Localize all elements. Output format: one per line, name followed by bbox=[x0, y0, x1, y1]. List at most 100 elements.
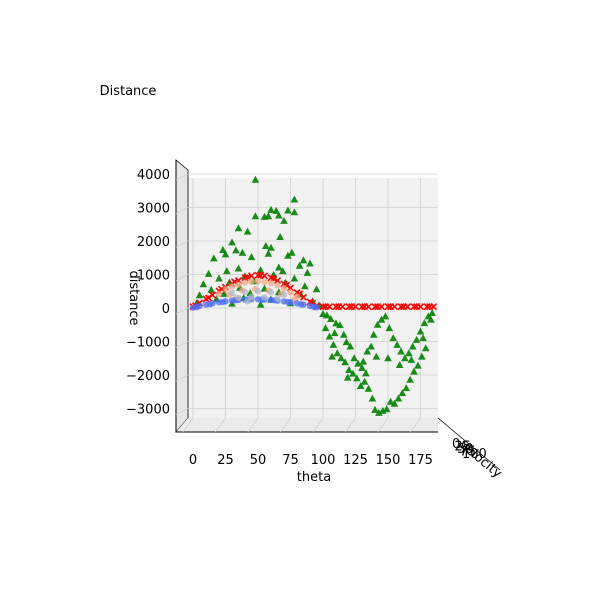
x-floor-gridline bbox=[280, 417, 291, 433]
data-point-triangle bbox=[407, 355, 416, 363]
x-axis-label: theta bbox=[297, 470, 331, 485]
data-point-x bbox=[247, 272, 256, 280]
data-point-triangle bbox=[204, 269, 213, 277]
data-point-triangle bbox=[371, 405, 379, 413]
data-point-triangle bbox=[332, 319, 340, 327]
data-point-x bbox=[358, 303, 366, 311]
data-point-triangle bbox=[414, 361, 422, 369]
data-point-circle bbox=[280, 285, 288, 292]
z-side-gridline bbox=[175, 374, 189, 382]
x-stroke bbox=[299, 293, 308, 301]
data-point-circle bbox=[267, 289, 275, 296]
data-point-x bbox=[410, 303, 418, 311]
x-stroke bbox=[322, 303, 330, 311]
data-point-x bbox=[426, 303, 434, 311]
data-point-triangle bbox=[349, 369, 357, 377]
data-point-triangle bbox=[228, 238, 236, 246]
data-point-triangle bbox=[288, 248, 296, 256]
data-point-triangle bbox=[350, 354, 358, 362]
data-point-triangle bbox=[312, 285, 321, 293]
data-point-triangle bbox=[359, 357, 368, 365]
data-point-triangle bbox=[290, 208, 299, 216]
data-point-triangle bbox=[368, 394, 377, 402]
data-point-triangle bbox=[247, 253, 256, 261]
data-point-triangle bbox=[405, 349, 413, 357]
z-tick-label: 3000 bbox=[137, 202, 170, 217]
x-floor-gridline bbox=[247, 417, 259, 433]
z-tick-label: 1000 bbox=[137, 269, 170, 284]
data-point-circle bbox=[228, 283, 236, 290]
velocity-tick-label: 50 bbox=[457, 442, 474, 457]
velocity-tick-label: 100 bbox=[462, 447, 487, 462]
data-point-circle bbox=[241, 279, 249, 286]
data-point-circle bbox=[274, 282, 281, 289]
data-point-triangle bbox=[251, 175, 260, 183]
x-stroke bbox=[267, 274, 275, 282]
data-point-triangle bbox=[328, 352, 336, 360]
data-point-triangle bbox=[336, 321, 344, 329]
chart-title: Distance bbox=[100, 84, 157, 99]
data-point-triangle bbox=[290, 274, 299, 282]
data-point-triangle bbox=[397, 347, 405, 355]
tick-labels: 0 25 50 75 100 125 150 175 −3000 −2000 −1000 0 1000 2… bbox=[126, 168, 433, 468]
data-point-triangle bbox=[199, 280, 208, 288]
z-tick-label: −3000 bbox=[126, 403, 170, 418]
data-point-x bbox=[348, 303, 356, 311]
data-point-triangle bbox=[333, 349, 342, 357]
data-point-triangle bbox=[364, 384, 373, 392]
data-point-x bbox=[400, 303, 408, 311]
data-point-circle bbox=[235, 281, 242, 288]
x-floor-gridline bbox=[312, 417, 324, 433]
data-point-triangle bbox=[329, 340, 338, 348]
data-point-triangle bbox=[260, 212, 269, 220]
x-floor-gridline bbox=[410, 417, 421, 433]
data-point-circle bbox=[228, 289, 236, 297]
x-stroke bbox=[384, 303, 392, 311]
data-point-x bbox=[205, 294, 213, 302]
data-point-triangle bbox=[346, 342, 355, 350]
data-points bbox=[189, 175, 438, 416]
x-stroke bbox=[400, 303, 408, 311]
velocity-tick-label: 25 bbox=[455, 440, 472, 455]
data-point-triangle bbox=[221, 250, 230, 258]
data-point-triangle bbox=[375, 408, 383, 416]
x-stroke bbox=[423, 303, 431, 311]
z-tick-label: 4000 bbox=[137, 168, 170, 183]
data-point-triangle bbox=[341, 358, 349, 366]
data-point-triangle bbox=[215, 274, 223, 282]
data-point-triangle bbox=[343, 373, 352, 381]
velocity-axis-line bbox=[437, 417, 501, 471]
data-point-triangle bbox=[398, 389, 407, 397]
velocity-tick-label: 0 bbox=[452, 437, 460, 452]
x-floor-gridline bbox=[182, 417, 194, 433]
data-point-triangle bbox=[416, 327, 425, 335]
data-point-triangle bbox=[410, 367, 418, 375]
data-point-circle bbox=[254, 288, 262, 295]
z-side-gridline bbox=[175, 341, 189, 348]
data-point-circle bbox=[274, 295, 281, 302]
data-point-triangle bbox=[251, 212, 260, 220]
data-point-triangle bbox=[406, 375, 414, 383]
data-point-triangle bbox=[395, 360, 404, 368]
data-point-triangle bbox=[337, 354, 345, 362]
x-stroke bbox=[358, 303, 366, 311]
data-point-triangle bbox=[419, 334, 427, 342]
data-point-circle bbox=[261, 294, 268, 301]
x-stroke bbox=[361, 303, 369, 311]
z-side-gridline bbox=[175, 307, 189, 315]
data-point-x bbox=[384, 303, 392, 311]
x-stroke bbox=[374, 303, 382, 311]
data-point-circle bbox=[280, 291, 288, 298]
data-point-triangle bbox=[428, 309, 436, 317]
data-point-triangle bbox=[323, 311, 331, 319]
data-point-triangle bbox=[390, 399, 399, 407]
data-point-triangle bbox=[412, 335, 421, 343]
x-stroke bbox=[244, 273, 252, 281]
data-point-triangle bbox=[284, 251, 292, 259]
data-point-x bbox=[319, 303, 327, 311]
data-point-triangle bbox=[303, 268, 312, 276]
data-point-circle bbox=[244, 298, 251, 305]
data-point-triangle bbox=[384, 354, 392, 362]
x-stroke bbox=[319, 303, 327, 311]
data-point-triangle bbox=[219, 246, 227, 254]
